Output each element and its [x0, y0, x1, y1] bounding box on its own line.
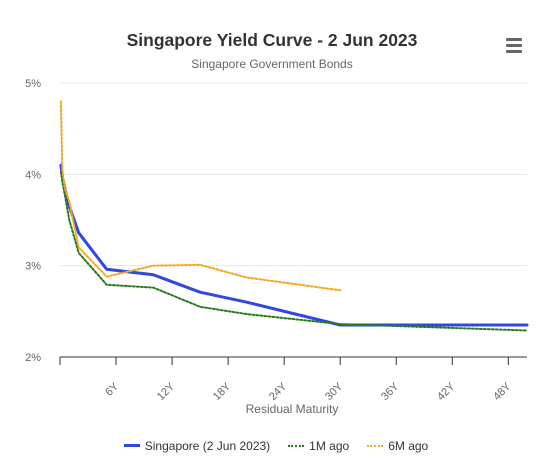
x-tick-label: 24Y [267, 380, 290, 403]
x-tick-label: 48Y [491, 380, 514, 403]
legend-item-3[interactable]: 6M ago [367, 439, 428, 453]
series-line-1 [59, 163, 529, 327]
y-tick-label: 4% [25, 169, 41, 181]
legend-swatch [288, 445, 305, 447]
hamburger-menu-icon[interactable] [503, 38, 525, 58]
series-line-3 [59, 100, 342, 292]
x-tick-label: 30Y [323, 380, 346, 403]
axes: 2% 3% 4% 5% 6Y 12Y 18Y 24Y 30Y 36Y 42Y 48Y [25, 78, 527, 403]
chart-subtitle: Singapore Government Bonds [191, 57, 353, 71]
y-tick-label: 5% [25, 78, 41, 90]
legend-item-2[interactable]: 1M ago [288, 439, 349, 453]
legend: Singapore (2 Jun 2023) 1M ago 6M ago [0, 436, 552, 453]
legend-label: 1M ago [309, 439, 350, 453]
x-axis-title: Residual Maturity [246, 402, 339, 416]
x-tick-label: 18Y [211, 380, 234, 403]
legend-label: Singapore (2 Jun 2023) [144, 438, 271, 453]
legend-label: 6M ago [388, 439, 429, 453]
x-tick-label: 36Y [379, 380, 402, 403]
y-tick-label: 2% [25, 352, 41, 364]
chart-title: Singapore Yield Curve - 2 Jun 2023 [126, 30, 418, 50]
series-line-2 [59, 170, 528, 332]
x-tick-label: 12Y [155, 380, 178, 403]
legend-swatch [367, 445, 384, 447]
series-lines [59, 100, 529, 332]
legend-item-1[interactable]: Singapore (2 Jun 2023) [123, 438, 271, 453]
y-tick-label: 3% [25, 261, 41, 273]
legend-swatch [123, 444, 140, 447]
x-tick-label: 42Y [435, 380, 458, 403]
grid-lines [60, 82, 527, 358]
x-tick-label: 6Y [103, 380, 121, 398]
